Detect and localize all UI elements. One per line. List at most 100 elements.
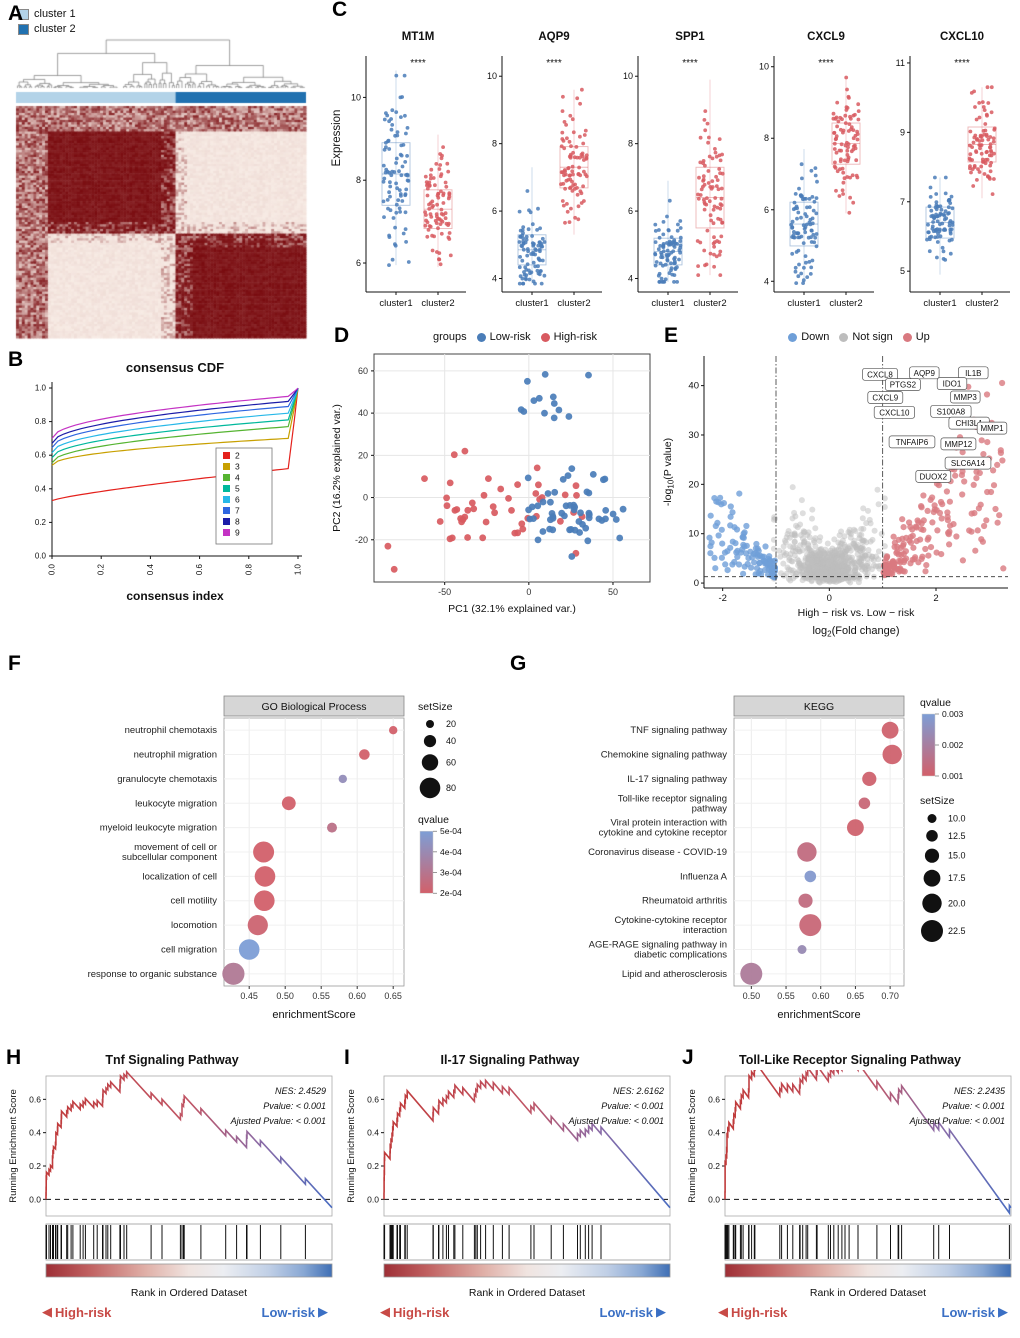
- svg-text:enrichmentScore: enrichmentScore: [272, 1009, 355, 1021]
- gsea-title-h: Tnf Signaling Pathway: [105, 1053, 239, 1067]
- svg-text:7: 7: [235, 506, 240, 516]
- svg-text:consensus CDF: consensus CDF: [126, 360, 224, 375]
- svg-text:CHI3L1: CHI3L1: [956, 419, 984, 428]
- svg-text:-20: -20: [355, 535, 368, 545]
- svg-text:granulocyte chemotaxis: granulocyte chemotaxis: [117, 774, 217, 785]
- svg-text:****: ****: [410, 58, 426, 69]
- svg-text:12.5: 12.5: [948, 831, 966, 841]
- svg-text:Influenza A: Influenza A: [680, 871, 728, 882]
- svg-text:Running Enrichment Score: Running Enrichment Score: [8, 1089, 19, 1203]
- low-risk-text: Low-risk: [261, 1304, 315, 1320]
- panel-i-label: I: [344, 1046, 350, 1069]
- panel-j: J Toll-Like Receptor Signaling Pathway 0…: [680, 1046, 1020, 1332]
- svg-text:KEGG: KEGG: [804, 701, 834, 713]
- svg-text:20: 20: [688, 479, 699, 490]
- gsea-svg-H: 0.0 0.2 0.4 0.6 NES: 2.4529 Pvalue: < 0.001 Aj…: [8, 1070, 333, 1299]
- svg-text:myeloid leukocyte migration: myeloid leukocyte migration: [100, 823, 217, 834]
- svg-text:neutrophil migration: neutrophil migration: [134, 750, 217, 761]
- svg-text:9: 9: [235, 528, 240, 538]
- panel-h-label: H: [6, 1046, 22, 1069]
- svg-text:4: 4: [764, 276, 769, 286]
- svg-text:Ajusted Pvalue: < 0.001: Ajusted Pvalue: < 0.001: [230, 1116, 326, 1126]
- svg-text:0.2: 0.2: [97, 563, 106, 575]
- svg-text:AQP9: AQP9: [914, 369, 936, 378]
- svg-text:Chemokine signaling pathway: Chemokine signaling pathway: [601, 750, 727, 761]
- right-arrow-icon: ▶: [998, 1304, 1008, 1319]
- svg-text:8: 8: [492, 139, 497, 149]
- svg-text:7: 7: [900, 197, 905, 207]
- down-dot: [788, 332, 798, 342]
- svg-text:****: ****: [818, 58, 834, 69]
- svg-text:response to organic substance: response to organic substance: [88, 969, 217, 980]
- svg-text:0.55: 0.55: [777, 991, 795, 1001]
- svg-text:4e-04: 4e-04: [440, 847, 462, 857]
- low-risk-dot: [476, 332, 486, 342]
- high-risk-label: High-risk: [553, 331, 597, 343]
- svg-text:enrichmentScore: enrichmentScore: [777, 1009, 860, 1021]
- svg-text:0.003: 0.003: [942, 709, 964, 719]
- svg-text:cluster2: cluster2: [557, 298, 590, 309]
- gsea-svg-J: 0.0 0.2 0.4 0.6 NES: 2.2435 Pvalue: < 0.001 Aj…: [687, 1070, 1012, 1299]
- svg-text:6: 6: [356, 258, 361, 268]
- svg-text:Cytokine-cytokine receptor: Cytokine-cytokine receptor: [615, 915, 727, 926]
- panel-g-svg: KEGG 0.50 0.55 0.60 0.65 0.70 TNF signaling pa…: [588, 695, 966, 1021]
- svg-text:IL1B: IL1B: [965, 369, 981, 378]
- svg-text:Running Enrichment Score: Running Enrichment Score: [346, 1089, 357, 1203]
- svg-text:6: 6: [628, 206, 633, 216]
- svg-text:6: 6: [492, 206, 497, 216]
- svg-text:8: 8: [628, 139, 633, 149]
- svg-text:0.55: 0.55: [312, 991, 330, 1001]
- svg-text:8: 8: [235, 517, 240, 527]
- svg-text:Pvalue: < 0.001: Pvalue: < 0.001: [601, 1101, 664, 1111]
- svg-text:20: 20: [446, 719, 456, 729]
- svg-text:0.60: 0.60: [348, 991, 366, 1001]
- svg-text:0.60: 0.60: [812, 991, 830, 1001]
- svg-text:locomotion: locomotion: [171, 920, 217, 931]
- low-risk-direction: Low-risk ▶: [600, 1304, 666, 1320]
- svg-text:10: 10: [487, 71, 497, 81]
- panel-f-label: F: [8, 652, 21, 675]
- svg-text:0.2: 0.2: [708, 1161, 720, 1171]
- svg-text:8: 8: [764, 133, 769, 143]
- svg-text:Lipid and atherosclerosis: Lipid and atherosclerosis: [622, 969, 727, 980]
- svg-text:interaction: interaction: [683, 925, 727, 936]
- legend-item-cluster1: cluster 1: [18, 8, 76, 20]
- svg-text:0: 0: [827, 593, 832, 604]
- svg-text:AGE-RAGE signaling pathway in: AGE-RAGE signaling pathway in: [589, 939, 727, 950]
- panel-d-legend-title: groups: [433, 331, 467, 343]
- up-label: Up: [915, 331, 930, 343]
- svg-text:6: 6: [235, 495, 240, 505]
- svg-text:2e-04: 2e-04: [440, 888, 462, 898]
- svg-text:5: 5: [235, 484, 240, 494]
- gsea-title-i: Il-17 Signaling Pathway: [440, 1053, 580, 1067]
- svg-text:Ajusted Pvalue: < 0.001: Ajusted Pvalue: < 0.001: [909, 1116, 1005, 1126]
- panel-c-label: C: [332, 0, 348, 21]
- svg-text:Rank in Ordered Dataset: Rank in Ordered Dataset: [469, 1287, 585, 1299]
- svg-text:0: 0: [694, 578, 699, 589]
- svg-text:60: 60: [358, 366, 368, 376]
- svg-text:cluster1: cluster1: [651, 298, 684, 309]
- right-arrow-icon: ▶: [656, 1304, 666, 1319]
- svg-text:qvalue: qvalue: [920, 697, 951, 709]
- svg-text:pathway: pathway: [692, 803, 728, 814]
- cluster1-swatch: [18, 8, 29, 20]
- panel-a: A cluster 1 cluster 2: [6, 2, 316, 346]
- svg-text:10.0: 10.0: [948, 814, 966, 824]
- svg-text:cell motility: cell motility: [171, 896, 218, 907]
- svg-text:2: 2: [933, 593, 938, 604]
- svg-text:0: 0: [363, 493, 368, 503]
- svg-text:20: 20: [358, 450, 368, 460]
- high-risk-direction: ◀ High-risk: [718, 1304, 787, 1320]
- panel-a-label: A: [8, 2, 24, 25]
- svg-text:0.0: 0.0: [29, 1194, 41, 1204]
- svg-text:0.6: 0.6: [29, 1094, 41, 1104]
- svg-text:1.0: 1.0: [294, 563, 303, 575]
- svg-text:3e-04: 3e-04: [440, 868, 462, 878]
- svg-text:MMP12: MMP12: [945, 440, 973, 449]
- svg-text:CXCL9: CXCL9: [872, 394, 898, 403]
- cluster2-swatch: [18, 23, 29, 35]
- svg-text:High − risk vs. Low − risk: High − risk vs. Low − risk: [798, 607, 915, 619]
- svg-text:S100A8: S100A8: [937, 407, 966, 416]
- panel-i: I Il-17 Signaling Pathway 0.0 0.2 0.4 0.6 NE…: [342, 1046, 678, 1332]
